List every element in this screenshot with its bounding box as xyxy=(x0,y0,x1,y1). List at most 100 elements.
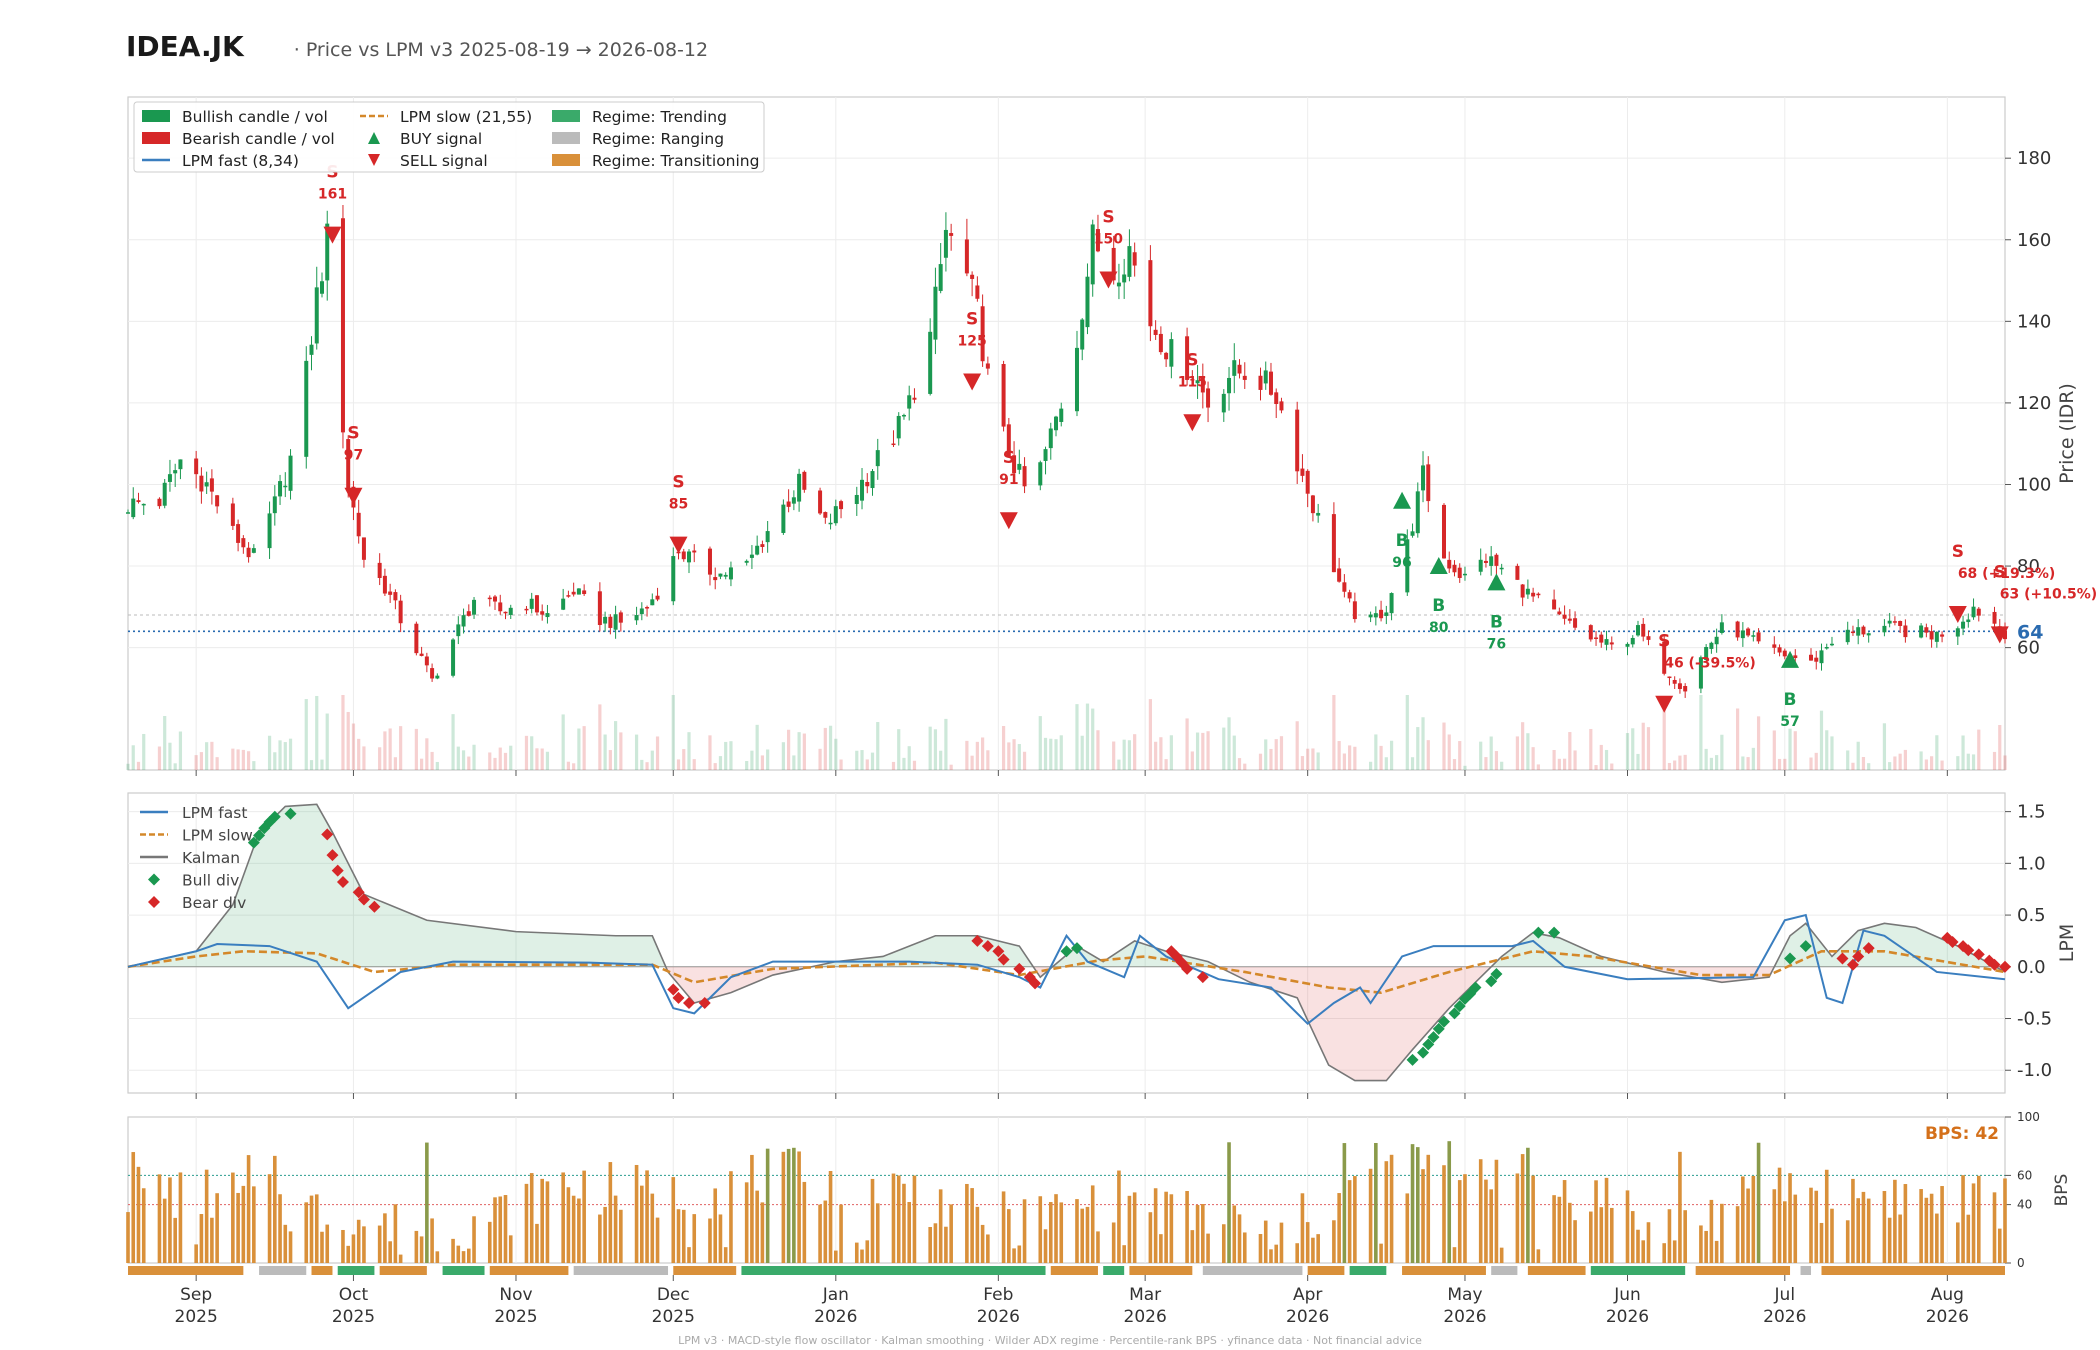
bps-bar xyxy=(1777,1167,1782,1263)
candle-body xyxy=(167,474,172,482)
candle-body xyxy=(1085,276,1090,328)
bps-bar xyxy=(938,1189,943,1263)
regime-segment-ranging xyxy=(1491,1266,1518,1275)
bps-bar xyxy=(870,1178,875,1263)
bps-bar xyxy=(425,1142,429,1263)
candle-body xyxy=(1263,370,1268,384)
candle-body xyxy=(1940,634,1945,637)
bear-div-marker xyxy=(1862,942,1875,955)
regime-segment-transitioning xyxy=(1821,1266,2005,1275)
candle-body xyxy=(671,556,676,602)
candle-body xyxy=(241,538,246,548)
regime-segment-transitioning xyxy=(379,1266,427,1275)
bps-bar xyxy=(687,1247,691,1263)
bps-bar xyxy=(634,1164,639,1263)
volume-bar xyxy=(1589,728,1593,770)
candle-body xyxy=(1772,644,1777,648)
x-tick-year: 2026 xyxy=(1286,1307,1329,1327)
lpm-legend: LPM fast LPM slow Kalman Bull div Bear div xyxy=(140,804,253,912)
bps-bar xyxy=(1793,1194,1798,1263)
x-tick-month: Aug xyxy=(1931,1285,1964,1305)
candle-body xyxy=(1924,627,1929,633)
candle-body xyxy=(1971,606,1976,618)
bps-bar xyxy=(986,1234,990,1263)
candle-body xyxy=(1426,464,1431,502)
candle-body xyxy=(650,599,655,606)
price-legend-item-bullish-candle-vol: Bullish candle / vol xyxy=(142,108,328,126)
bull-div-marker xyxy=(1784,952,1797,965)
volume-bar xyxy=(1793,731,1797,770)
x-tick-month: Jul xyxy=(1774,1285,1796,1305)
candle-body xyxy=(540,611,545,615)
volume-bar xyxy=(1856,741,1860,770)
volume-bar xyxy=(1416,727,1420,770)
buy-signal-marker xyxy=(1487,573,1506,591)
lpm-legend-item-bear-div: Bear div xyxy=(148,894,246,912)
volume-bar xyxy=(1085,703,1090,770)
bps-bar xyxy=(1237,1214,1242,1263)
bull-div-marker xyxy=(253,829,266,842)
bps-bar xyxy=(1221,1224,1226,1263)
candle-body xyxy=(1850,631,1855,634)
bps-bar xyxy=(126,1212,130,1263)
candle-body xyxy=(1300,468,1305,476)
legend-label: BUY signal xyxy=(400,130,482,148)
bps-bar xyxy=(1269,1249,1273,1263)
bps-bar xyxy=(818,1204,822,1263)
volume-bar xyxy=(1164,759,1168,770)
bps-bar xyxy=(529,1173,534,1263)
candle-body xyxy=(377,562,382,578)
volume-bar xyxy=(603,734,607,770)
candle-body xyxy=(382,575,387,594)
sell-signal-price: 91 xyxy=(999,472,1018,488)
volume-bar xyxy=(315,695,319,770)
legend-swatch xyxy=(142,132,170,144)
bear-div-marker xyxy=(683,997,696,1009)
volume-bar xyxy=(1526,733,1530,770)
bps-bar xyxy=(1997,1228,2002,1263)
bps-bar xyxy=(708,1218,712,1263)
volume-bar xyxy=(1715,755,1719,770)
sell-signal-letter: S xyxy=(1952,542,1964,562)
candle-body xyxy=(765,531,770,543)
price-legend-item-buy-signal: BUY signal xyxy=(368,130,482,148)
candle-body xyxy=(1111,247,1116,281)
bps-bar xyxy=(1122,1245,1126,1263)
price-legend: Bullish candle / vol Bearish candle / vol… xyxy=(133,101,765,173)
candle-body xyxy=(1887,620,1892,624)
bps-bar xyxy=(1085,1206,1090,1263)
candle-body xyxy=(1200,377,1205,393)
bps-bar xyxy=(1531,1175,1535,1263)
bear-div-marker xyxy=(1972,948,1985,961)
legend-label: Bull div xyxy=(182,872,239,890)
bps-bar xyxy=(645,1170,649,1263)
kalman-positive-fill xyxy=(128,804,2005,967)
x-tick-year: 2026 xyxy=(977,1307,1020,1327)
bps-bar xyxy=(1830,1208,1834,1263)
volume-bar xyxy=(1447,734,1451,770)
bps-bar xyxy=(1127,1195,1132,1263)
price-panel-frame xyxy=(127,96,2006,771)
candle-body xyxy=(571,591,576,595)
bps-bar xyxy=(1536,1249,1541,1263)
bear-div-marker xyxy=(1029,977,1042,990)
price-legend-item-lpm-fast-8-34: LPM fast (8,34) xyxy=(142,152,299,170)
bps-bar xyxy=(1405,1193,1410,1263)
candle-body xyxy=(1630,637,1635,645)
bps-bar xyxy=(603,1206,607,1263)
candle-body xyxy=(1347,592,1352,599)
candle-body xyxy=(1122,274,1127,283)
bear-div-marker xyxy=(1988,958,2001,971)
bps-bar xyxy=(1919,1189,1923,1263)
bps-bar xyxy=(723,1247,728,1263)
volume-bar xyxy=(1264,739,1268,770)
volume-bar xyxy=(1337,741,1341,770)
volume-bar xyxy=(1662,707,1666,770)
candle-body xyxy=(1609,642,1614,645)
volume-bar xyxy=(1159,737,1163,770)
regime-segment-trending xyxy=(1590,1266,1686,1275)
volume-bar xyxy=(393,757,397,770)
candle-body xyxy=(870,471,875,489)
volume-bar xyxy=(1903,749,1907,770)
